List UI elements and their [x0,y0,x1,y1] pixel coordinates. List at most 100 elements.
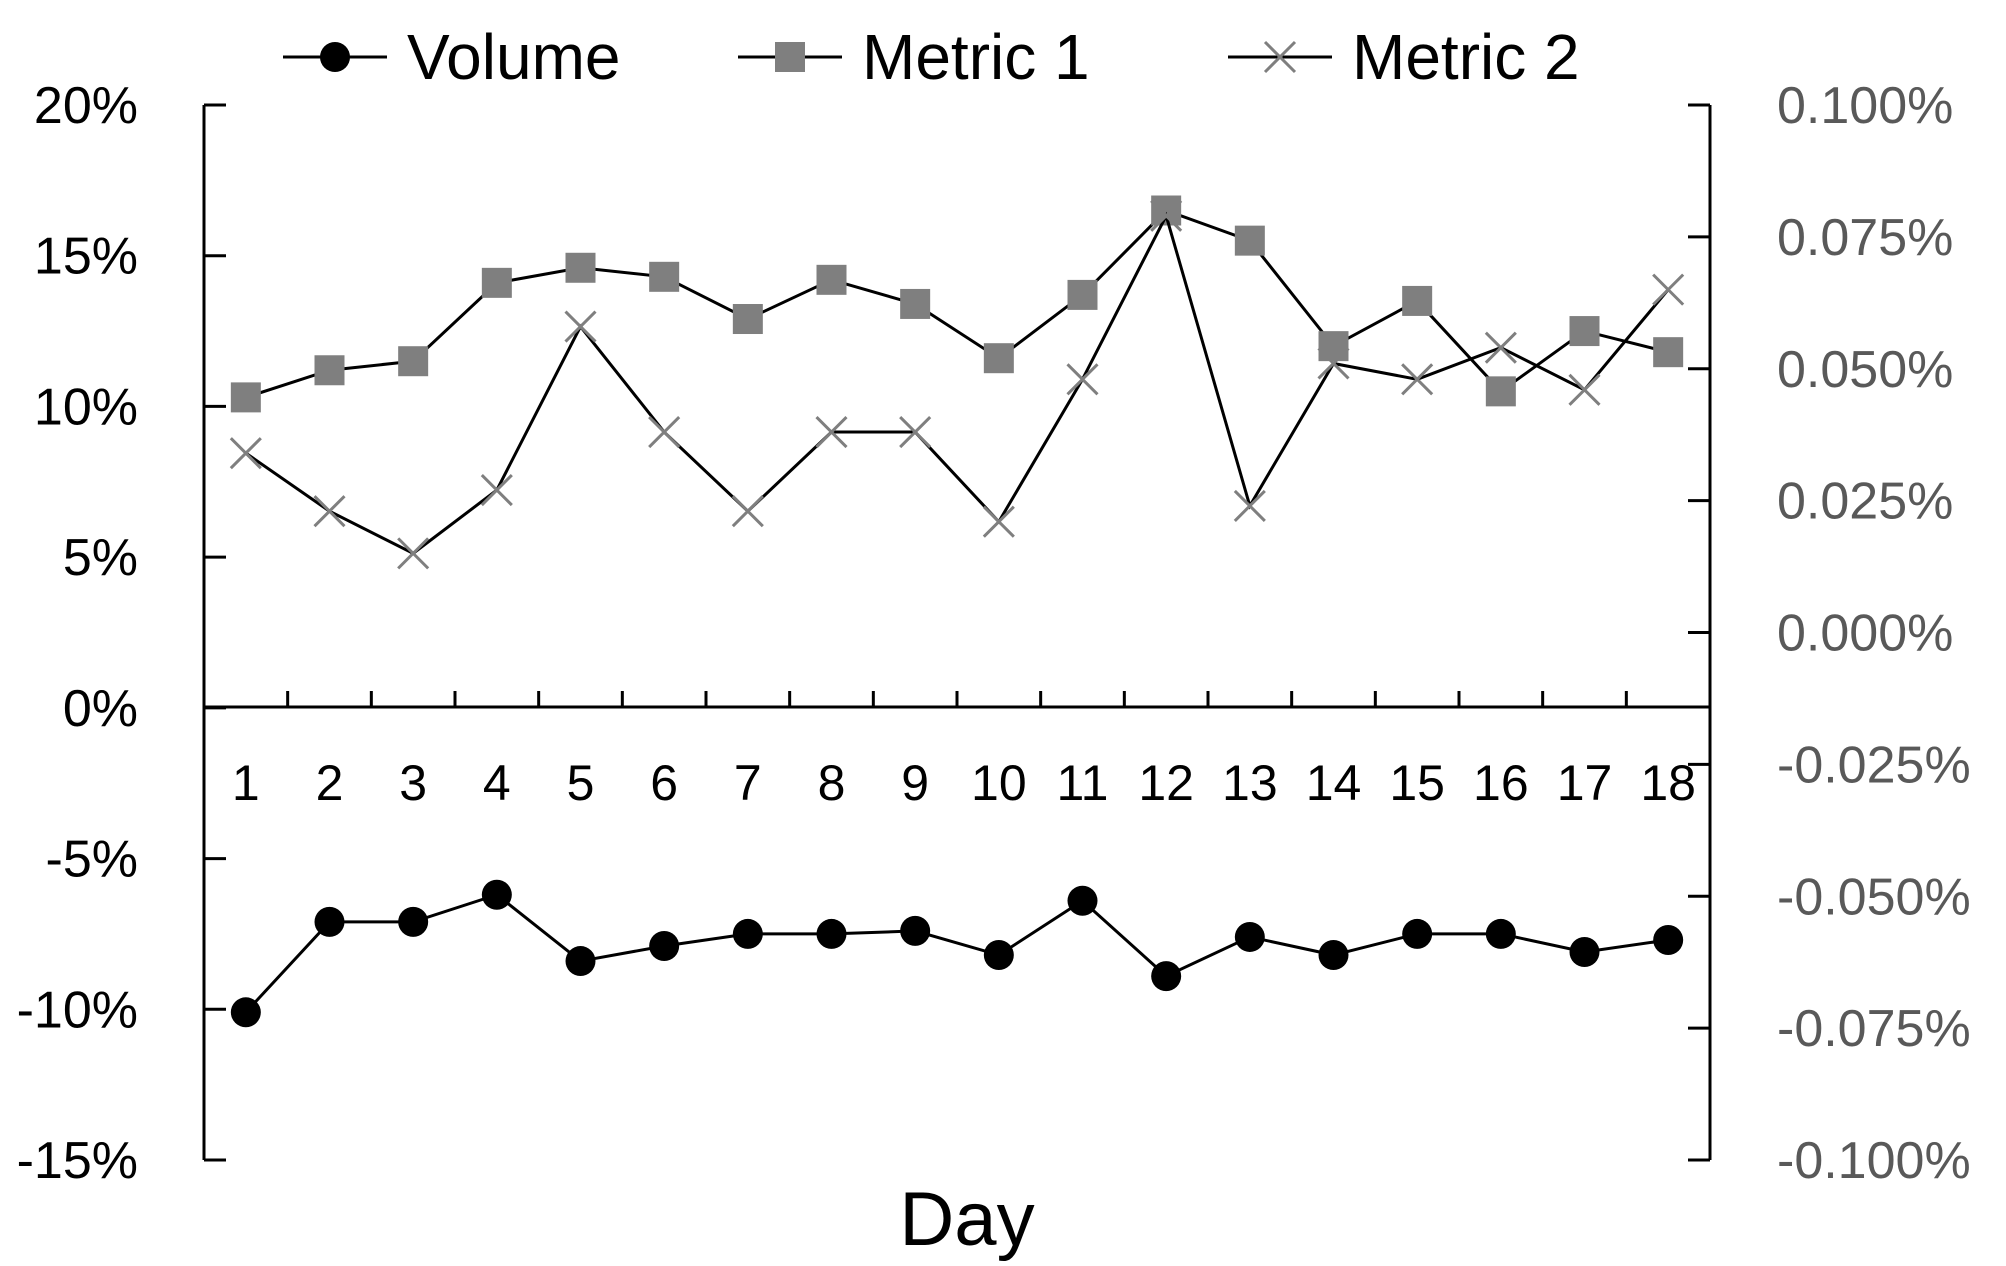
data-point-square [983,343,1014,374]
data-point-circle [314,906,345,937]
data-point-square [1485,376,1516,407]
legend-label: Metric 1 [862,21,1090,93]
data-point-square [1402,285,1433,316]
data-point-circle [816,918,847,949]
data-point-x [1066,363,1099,396]
y2-tick-label: -0.100% [1777,1132,1971,1190]
data-point-x [229,437,262,470]
data-point-circle [1485,918,1516,949]
data-point-square [732,304,763,335]
x-tick-label: 2 [316,755,344,811]
data-point-circle [398,906,429,937]
x-tick-label: 17 [1557,755,1613,811]
y2-tick-label: 0.000% [1777,605,1953,663]
data-point-x [564,310,597,343]
y2-tick-label: 0.075% [1777,209,1953,267]
legend: Volume Metric 1 Metric 2 [283,21,1580,93]
data-point-circle [320,42,350,72]
data-point-x [982,505,1015,538]
y-tick-label: -10% [17,981,138,1039]
data-point-circle [732,918,763,949]
data-point-square [1653,337,1684,368]
data-point-square [230,382,261,413]
legend-item-metric-1: Metric 1 [738,21,1090,93]
data-point-circle [1234,921,1265,952]
data-point-circle [649,930,680,961]
data-point-x [1263,40,1297,74]
y-tick-label: 0% [63,680,138,738]
y2-tick-label: -0.075% [1777,1000,1971,1058]
data-point-square [398,346,429,377]
x-tick-label: 10 [971,755,1027,811]
data-point-x [1484,331,1517,364]
data-point-square [1067,279,1098,310]
x-axis-title: Day [899,1177,1034,1262]
data-point-x [1317,347,1350,380]
x-tick-label: 8 [818,755,846,811]
data-point-circle [900,915,931,946]
series-line [244,211,1670,556]
data-point-circle [1569,937,1600,968]
legend-label: Metric 2 [1352,21,1580,93]
x-tick-label: 15 [1389,755,1445,811]
data-point-x [1150,199,1183,232]
x-tick-label: 3 [399,755,427,811]
data-point-circle [1067,885,1098,916]
data-point-circle [230,997,261,1028]
axes: -15% -10% -5% 0% 5% 10% 15% 20% -0.100% -0.075% -0… [17,77,1971,1190]
data-point-square [649,261,680,292]
data-point-x [1652,273,1685,306]
data-point-square [565,252,596,283]
series-metric-1 [230,195,1684,413]
y2-tick-label: 0.025% [1777,473,1953,531]
data-point-x [815,415,848,449]
data-point-circle [1318,940,1349,971]
legend-label: Volume [407,21,620,93]
data-point-x [480,474,513,507]
data-point-x [1568,373,1601,406]
data-point-x [731,495,764,528]
data-point-square [775,42,805,72]
data-point-circle [1402,918,1433,949]
series-metric-2 [229,199,1685,570]
data-point-circle [1653,924,1684,955]
data-point-x [648,415,681,449]
x-tick-label: 9 [901,755,929,811]
x-tick-label: 14 [1306,755,1362,811]
y-tick-label: 15% [34,228,138,286]
data-point-circle [565,946,596,977]
x-tick-label: 11 [1057,755,1109,811]
x-tick-label: 1 [232,755,260,811]
data-point-square [816,264,847,295]
x-tick-label: 7 [734,755,762,811]
y-tick-label: 10% [34,378,138,436]
data-point-x [1401,363,1434,396]
y2-tick-label: 0.050% [1777,341,1953,399]
data-point-x [397,537,430,570]
data-point-circle [481,879,512,910]
legend-item-metric-2: Metric 2 [1228,21,1580,93]
data-point-x [313,495,346,528]
data-point-x [1233,489,1266,522]
y-tick-label: -15% [17,1132,138,1190]
series-layer [229,195,1685,1028]
data-point-square [900,288,931,319]
data-point-circle [983,940,1014,971]
x-tick-label: 13 [1222,755,1278,811]
data-point-square [1318,331,1349,362]
data-point-square [314,355,345,386]
data-point-square [481,267,512,298]
legend-item-volume: Volume [283,21,620,93]
x-tick-label: 12 [1138,755,1194,811]
x-tick-label: 4 [483,755,511,811]
x-tick-label: 16 [1473,755,1529,811]
y-tick-label: -5% [46,831,138,889]
series-volume [230,879,1684,1028]
data-point-square [1569,316,1600,347]
series-line [245,208,1669,399]
x-tick-label: 5 [567,755,595,811]
y2-tick-label: 0.100% [1777,77,1953,135]
data-point-circle [1151,961,1182,992]
y-tick-label: 5% [63,529,138,587]
